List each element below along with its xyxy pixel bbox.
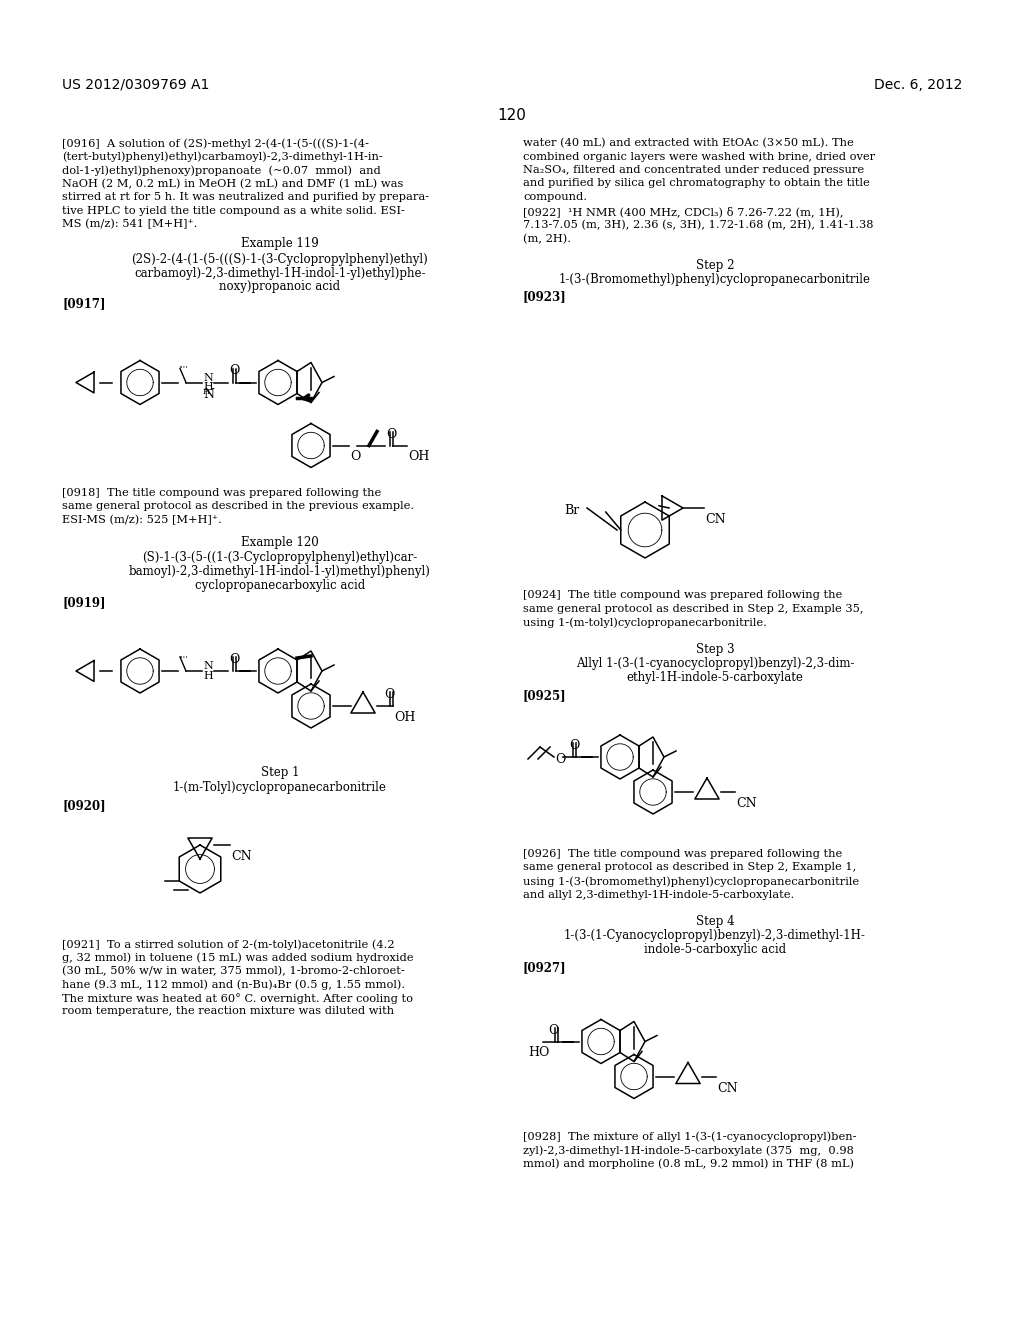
Text: compound.: compound. — [523, 191, 587, 202]
Text: O: O — [350, 450, 360, 463]
Text: HO: HO — [528, 1047, 549, 1060]
Text: indole-5-carboxylic acid: indole-5-carboxylic acid — [644, 942, 786, 956]
Text: H: H — [203, 388, 210, 396]
Text: [0916]  A solution of (2S)-methyl 2-(4-(1-(5-(((S)-1-(4-: [0916] A solution of (2S)-methyl 2-(4-(1… — [62, 139, 369, 149]
Text: NaOH (2 M, 0.2 mL) in MeOH (2 mL) and DMF (1 mL) was: NaOH (2 M, 0.2 mL) in MeOH (2 mL) and DM… — [62, 178, 403, 189]
Text: Step 1: Step 1 — [261, 766, 299, 779]
Text: hane (9.3 mL, 112 mmol) and (n-Bu)₄Br (0.5 g, 1.55 mmol).: hane (9.3 mL, 112 mmol) and (n-Bu)₄Br (0… — [62, 979, 406, 990]
Text: room temperature, the reaction mixture was diluted with: room temperature, the reaction mixture w… — [62, 1006, 394, 1016]
Text: 1-(3-(Bromomethyl)phenyl)cyclopropanecarbonitrile: 1-(3-(Bromomethyl)phenyl)cyclopropanecar… — [559, 273, 871, 286]
Text: CN: CN — [717, 1081, 737, 1094]
Text: same general protocol as described in the previous example.: same general protocol as described in th… — [62, 502, 414, 511]
Text: O: O — [384, 688, 394, 701]
Text: Step 4: Step 4 — [695, 915, 734, 928]
Text: (tert-butyl)phenyl)ethyl)carbamoyl)-2,3-dimethyl-1H-in-: (tert-butyl)phenyl)ethyl)carbamoyl)-2,3-… — [62, 152, 383, 162]
Text: OH: OH — [394, 711, 416, 723]
Text: using 1-(3-(bromomethyl)phenyl)cyclopropanecarbonitrile: using 1-(3-(bromomethyl)phenyl)cycloprop… — [523, 876, 859, 887]
Text: CN: CN — [736, 797, 757, 810]
Text: Dec. 6, 2012: Dec. 6, 2012 — [873, 78, 962, 92]
Text: 1-(m-Tolyl)cyclopropanecarbonitrile: 1-(m-Tolyl)cyclopropanecarbonitrile — [173, 780, 387, 793]
Text: 1-(3-(1-Cyanocyclopropyl)benzyl)-2,3-dimethyl-1H-: 1-(3-(1-Cyanocyclopropyl)benzyl)-2,3-dim… — [564, 929, 866, 942]
Text: Step 3: Step 3 — [695, 643, 734, 656]
Text: Example 120: Example 120 — [241, 536, 318, 549]
Text: [0923]: [0923] — [523, 290, 566, 304]
Text: noxy)propanoic acid: noxy)propanoic acid — [219, 280, 341, 293]
Text: Step 2: Step 2 — [695, 259, 734, 272]
Text: g, 32 mmol) in toluene (15 mL) was added sodium hydroxide: g, 32 mmol) in toluene (15 mL) was added… — [62, 953, 414, 964]
Text: MS (m/z): 541 [M+H]⁺.: MS (m/z): 541 [M+H]⁺. — [62, 219, 198, 230]
Text: O: O — [229, 653, 240, 667]
Text: [0927]: [0927] — [523, 961, 566, 974]
Text: and allyl 2,3-dimethyl-1H-indole-5-carboxylate.: and allyl 2,3-dimethyl-1H-indole-5-carbo… — [523, 890, 795, 899]
Text: O: O — [229, 364, 240, 378]
Text: N: N — [203, 388, 214, 400]
Text: [0922]  ¹H NMR (400 MHz, CDCl₃) δ 7.26-7.22 (m, 1H),: [0922] ¹H NMR (400 MHz, CDCl₃) δ 7.26-7.… — [523, 206, 844, 218]
Text: '''': '''' — [178, 364, 187, 372]
Text: same general protocol as described in Step 2, Example 35,: same general protocol as described in St… — [523, 603, 863, 614]
Text: carbamoyl)-2,3-dimethyl-1H-indol-1-yl)ethyl)phe-: carbamoyl)-2,3-dimethyl-1H-indol-1-yl)et… — [134, 267, 426, 280]
Text: [0917]: [0917] — [62, 297, 105, 310]
Text: The mixture was heated at 60° C. overnight. After cooling to: The mixture was heated at 60° C. overnig… — [62, 993, 413, 1005]
Text: stirred at rt for 5 h. It was neutralized and purified by prepara-: stirred at rt for 5 h. It was neutralize… — [62, 191, 429, 202]
Text: (2S)-2-(4-(1-(5-(((S)-1-(3-Cyclopropylphenyl)ethyl): (2S)-2-(4-(1-(5-(((S)-1-(3-Cyclopropylph… — [132, 253, 428, 267]
Text: water (40 mL) and extracted with EtOAc (3×50 mL). The: water (40 mL) and extracted with EtOAc (… — [523, 139, 854, 148]
Text: zyl)-2,3-dimethyl-1H-indole-5-carboxylate (375  mg,  0.98: zyl)-2,3-dimethyl-1H-indole-5-carboxylat… — [523, 1144, 854, 1155]
Text: N
H: N H — [203, 661, 213, 681]
Text: '''': '''' — [178, 655, 187, 663]
Text: same general protocol as described in Step 2, Example 1,: same general protocol as described in St… — [523, 862, 856, 873]
Text: using 1-(m-tolyl)cyclopropanecarbonitrile.: using 1-(m-tolyl)cyclopropanecarbonitril… — [523, 616, 767, 627]
Text: mmol) and morpholine (0.8 mL, 9.2 mmol) in THF (8 mL): mmol) and morpholine (0.8 mL, 9.2 mmol) … — [523, 1159, 854, 1170]
Text: cyclopropanecarboxylic acid: cyclopropanecarboxylic acid — [195, 578, 366, 591]
Text: [0921]  To a stirred solution of 2-(m-tolyl)acetonitrile (4.2: [0921] To a stirred solution of 2-(m-tol… — [62, 939, 394, 949]
Text: 7.13-7.05 (m, 3H), 2.36 (s, 3H), 1.72-1.68 (m, 2H), 1.41-1.38: 7.13-7.05 (m, 3H), 2.36 (s, 3H), 1.72-1.… — [523, 220, 873, 231]
Text: ESI-MS (m/z): 525 [M+H]⁺.: ESI-MS (m/z): 525 [M+H]⁺. — [62, 515, 222, 525]
Text: (30 mL, 50% w/w in water, 375 mmol), 1-bromo-2-chloroet-: (30 mL, 50% w/w in water, 375 mmol), 1-b… — [62, 966, 404, 977]
Text: Allyl 1-(3-(1-cyanocyclopropyl)benzyl)-2,3-dim-: Allyl 1-(3-(1-cyanocyclopropyl)benzyl)-2… — [575, 657, 854, 671]
Text: [0925]: [0925] — [523, 689, 566, 702]
Text: N
H: N H — [203, 372, 213, 392]
Text: 120: 120 — [498, 108, 526, 123]
Text: CN: CN — [231, 850, 252, 863]
Text: dol-1-yl)ethyl)phenoxy)propanoate  (~0.07  mmol)  and: dol-1-yl)ethyl)phenoxy)propanoate (~0.07… — [62, 165, 381, 176]
Text: bamoyl)-2,3-dimethyl-1H-indol-1-yl)methyl)phenyl): bamoyl)-2,3-dimethyl-1H-indol-1-yl)methy… — [129, 565, 431, 578]
Text: [0924]  The title compound was prepared following the: [0924] The title compound was prepared f… — [523, 590, 843, 601]
Text: (m, 2H).: (m, 2H). — [523, 234, 571, 244]
Text: O: O — [548, 1023, 558, 1036]
Text: Na₂SO₄, filtered and concentrated under reduced pressure: Na₂SO₄, filtered and concentrated under … — [523, 165, 864, 176]
Text: O: O — [555, 752, 565, 766]
Text: and purified by silica gel chromatography to obtain the title: and purified by silica gel chromatograph… — [523, 178, 869, 189]
Text: Example 119: Example 119 — [241, 238, 318, 251]
Text: US 2012/0309769 A1: US 2012/0309769 A1 — [62, 78, 209, 92]
Text: ethyl-1H-indole-5-carboxylate: ethyl-1H-indole-5-carboxylate — [627, 671, 804, 684]
Text: CN: CN — [705, 513, 726, 525]
Text: (S)-1-(3-(5-((1-(3-Cyclopropylphenyl)ethyl)car-: (S)-1-(3-(5-((1-(3-Cyclopropylphenyl)eth… — [142, 552, 418, 565]
Text: OH: OH — [408, 450, 429, 463]
Text: O: O — [569, 739, 580, 752]
Text: tive HPLC to yield the title compound as a white solid. ESI-: tive HPLC to yield the title compound as… — [62, 206, 404, 215]
Text: [0926]  The title compound was prepared following the: [0926] The title compound was prepared f… — [523, 849, 843, 859]
Text: [0920]: [0920] — [62, 799, 105, 812]
Text: O: O — [386, 428, 396, 441]
Text: [0918]  The title compound was prepared following the: [0918] The title compound was prepared f… — [62, 487, 381, 498]
Text: combined organic layers were washed with brine, dried over: combined organic layers were washed with… — [523, 152, 876, 161]
Text: [0919]: [0919] — [62, 597, 105, 609]
Text: [0928]  The mixture of allyl 1-(3-(1-cyanocyclopropyl)ben-: [0928] The mixture of allyl 1-(3-(1-cyan… — [523, 1131, 856, 1142]
Text: Br: Br — [564, 504, 580, 517]
